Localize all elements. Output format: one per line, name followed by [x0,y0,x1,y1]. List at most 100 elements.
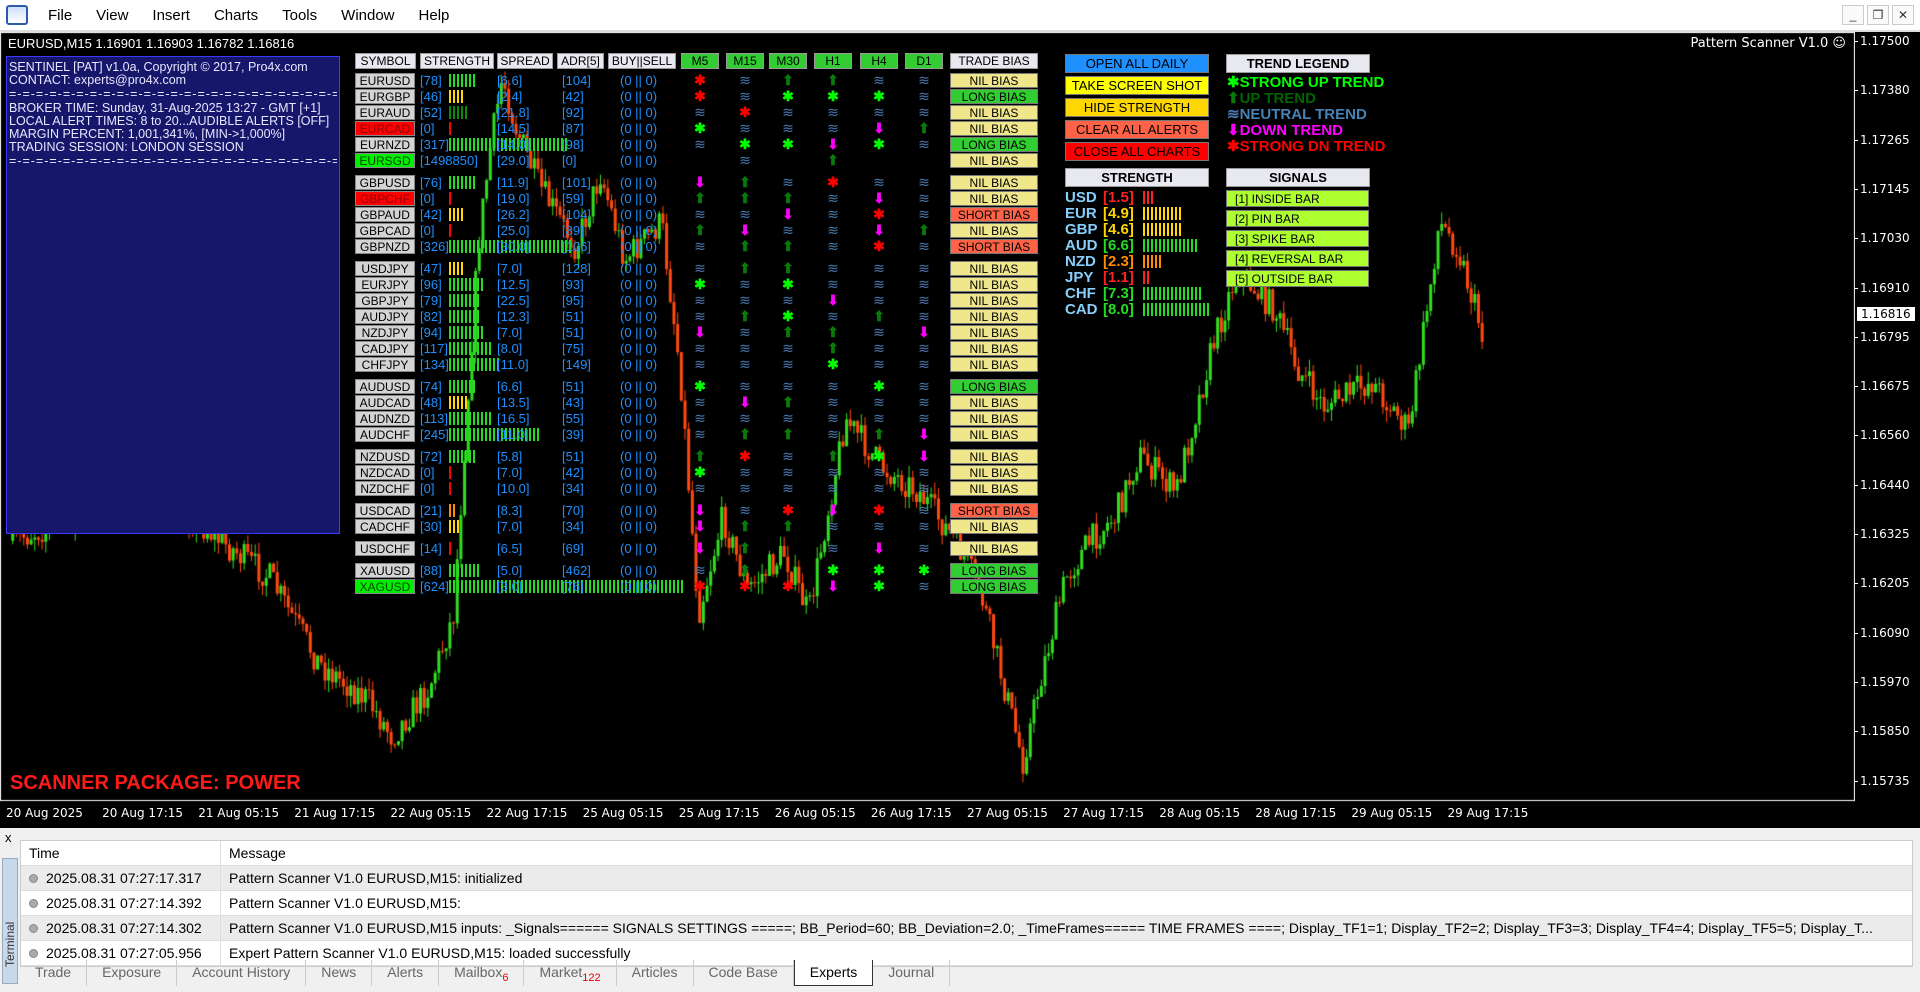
symbol-audjpy[interactable]: AUDJPY [355,309,415,324]
symbol-gbpjpy[interactable]: GBPJPY [355,293,415,308]
strength-bar [621,580,623,593]
symbol-eurgbp[interactable]: EURGBP [355,89,415,104]
tf-m5[interactable]: M5 [681,53,719,69]
tab-account-history[interactable]: Account History [177,960,307,986]
down-arrow-icon: ⬇ [873,222,885,238]
symbol-gbpcad[interactable]: GBPCAD [355,223,415,238]
symbol-gbpaud[interactable]: GBPAUD [355,207,415,222]
take-screen-shot-button[interactable]: TAKE SCREEN SHOT [1065,76,1209,95]
strength-bar [469,564,471,577]
signal-item[interactable]: [4] REVERSAL BAR [1226,250,1369,267]
clear-all-alerts-button[interactable]: CLEAR ALL ALERTS [1065,120,1209,139]
symbol-audchf[interactable]: AUDCHF [355,427,415,442]
open-all-daily-button[interactable]: OPEN ALL DAILY [1065,54,1209,73]
column-time[interactable]: Time [21,841,221,865]
menu-view[interactable]: View [96,6,129,24]
symbol-xagusd[interactable]: XAGUSD [355,579,415,594]
minimize-icon[interactable]: _ [1842,5,1864,25]
tf-m15[interactable]: M15 [726,53,764,69]
symbol-euraud[interactable]: EURAUD [355,105,415,120]
strength-bar [489,580,491,593]
symbol-nzdjpy[interactable]: NZDJPY [355,325,415,340]
menu-window[interactable]: Window [341,6,395,24]
symbol-gbpchf[interactable]: GBPCHF [355,191,415,206]
signal-item[interactable]: [1] INSIDE BAR [1226,190,1369,207]
strength-bar [469,358,471,371]
close-icon[interactable]: ✕ [1892,5,1914,25]
strength-bar [553,580,555,593]
strength-bar [449,466,451,479]
tf-h4[interactable]: H4 [860,53,898,69]
hide-strength-button[interactable]: HIDE STRENGTH [1065,98,1209,117]
strength-bar [649,580,651,593]
menu-tools[interactable]: Tools [282,6,318,24]
menu-file[interactable]: File [48,6,73,24]
strength-bar [461,278,463,291]
signal-item[interactable]: [3] SPIKE BAR [1226,230,1369,247]
symbol-nzdusd[interactable]: NZDUSD [355,449,415,464]
tf-m30[interactable]: M30 [769,53,807,69]
symbol-eurusd[interactable]: EURUSD [355,73,415,88]
strength-bar [473,428,475,441]
symbol-usdjpy[interactable]: USDJPY [355,261,415,276]
tab-alerts[interactable]: Alerts [372,960,440,986]
strength-value: [0] [420,481,435,496]
symbol-nzdchf[interactable]: NZDCHF [355,481,415,496]
symbol-eursgd[interactable]: EURSGD [355,153,415,168]
strong-up-star-icon: ✱ [694,120,706,136]
symbol-audcad[interactable]: AUDCAD [355,395,415,410]
symbol-nzdcad[interactable]: NZDCAD [355,465,415,480]
log-row[interactable]: 2025.08.31 07:27:14.392 Pattern Scanner V… [21,891,1912,916]
tab-journal[interactable]: Journal [873,960,951,986]
log-row[interactable]: 2025.08.31 07:27:17.317 Pattern Scanner V… [21,866,1912,891]
strength-bar [453,450,455,463]
tf-h1[interactable]: H1 [814,53,852,69]
currency-code: EUR [1065,204,1097,222]
symbol-cadjpy[interactable]: CADJPY [355,341,415,356]
buy-sell-value: (0 || 0) [620,277,658,292]
symbol-gbpusd[interactable]: GBPUSD [355,175,415,190]
symbol-cadchf[interactable]: CADCHF [355,519,415,534]
neutral-waves-icon: ≋ [739,292,751,308]
symbol-eurnzd[interactable]: EURNZD [355,137,415,152]
strength-bar [1147,238,1149,252]
symbol-usdchf[interactable]: USDCHF [355,541,415,556]
symbol-chfjpy[interactable]: CHFJPY [355,357,415,372]
tab-mailbox[interactable]: Mailbox6 [439,960,525,986]
tab-trade[interactable]: Trade [20,960,88,986]
log-row[interactable]: 2025.08.31 07:27:05.956 Expert Pattern Sc… [21,941,1912,966]
strength-bar [1147,222,1149,236]
tab-exposure[interactable]: Exposure [87,960,178,986]
symbol-gbpnzd[interactable]: GBPNZD [355,239,415,254]
signal-item[interactable]: [5] OUTSIDE BAR [1226,270,1369,287]
symbol-eurjpy[interactable]: EURJPY [355,277,415,292]
column-message[interactable]: Message [229,845,286,861]
menu-insert[interactable]: Insert [152,6,190,24]
strength-bar [513,428,515,441]
symbol-audnzd[interactable]: AUDNZD [355,411,415,426]
terminal-close-icon[interactable]: x [5,830,12,845]
symbol-audusd[interactable]: AUDUSD [355,379,415,394]
trade-bias-badge: NIL BIAS [950,325,1038,340]
menu-help[interactable]: Help [418,6,450,24]
tab-market[interactable]: Market122 [524,960,617,986]
tab-articles[interactable]: Articles [617,960,694,986]
tab-news[interactable]: News [306,960,373,986]
log-row[interactable]: 2025.08.31 07:27:14.302 Pattern Scanner V… [21,916,1912,941]
tf-d1[interactable]: D1 [905,53,943,69]
tab-experts[interactable]: Experts [793,960,874,986]
menu-charts[interactable]: Charts [213,6,259,24]
symbol-xauusd[interactable]: XAUUSD [355,563,415,578]
restore-icon[interactable]: ❐ [1867,5,1889,25]
symbol-usdcad[interactable]: USDCAD [355,503,415,518]
log-status-icon [29,873,38,883]
signal-item[interactable]: [2] PIN BAR [1226,210,1369,227]
strength-bar [461,310,463,323]
price-chart[interactable]: EURUSD,M15 1.16901 1.16903 1.16782 1.168… [0,30,1920,828]
tab-code-base[interactable]: Code Base [694,960,794,986]
strength-bar [457,74,459,87]
strength-value: [30] [420,519,442,534]
symbol-eurcad[interactable]: EURCAD [355,121,415,136]
close-all-charts-button[interactable]: CLOSE ALL CHARTS [1065,142,1209,161]
strength-bars [449,176,475,189]
